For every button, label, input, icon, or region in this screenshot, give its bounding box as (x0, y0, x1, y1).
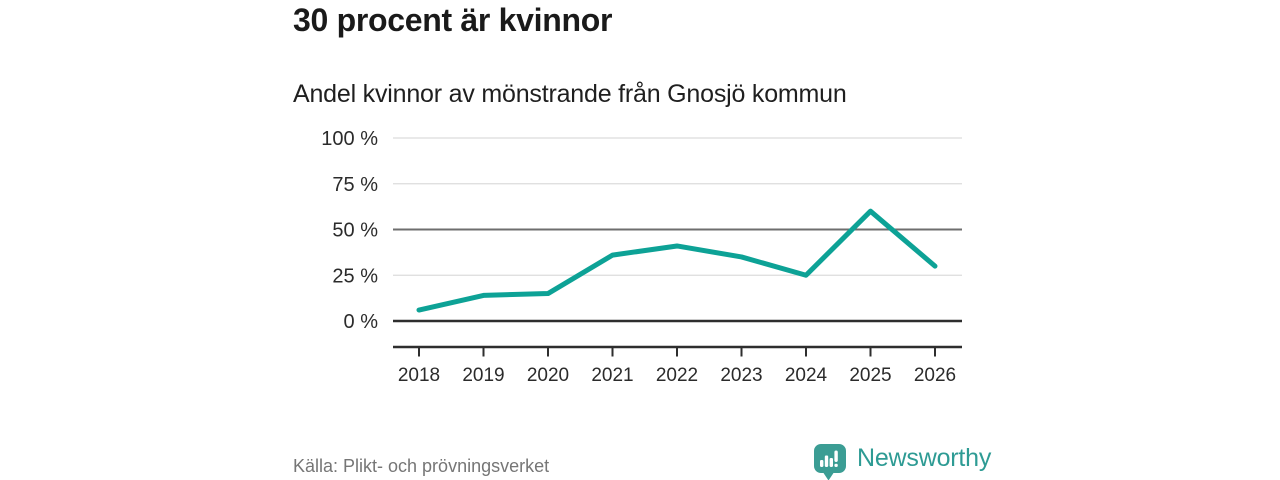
newsworthy-logo[interactable]: Newsworthy (812, 442, 991, 480)
data-line (416, 208, 938, 313)
y-tick-label: 50 % (332, 220, 378, 242)
line-chart: 0 % 25 % 50 % 75 % 100 % 2018 2019 2020 2021 2022… (321, 128, 962, 386)
x-tick-label: 2025 (849, 365, 891, 386)
y-tick-label: 0 % (344, 311, 379, 333)
newsworthy-brand-name: Newsworthy (857, 444, 992, 472)
y-tick-label: 100 % (321, 128, 378, 150)
x-tick-label: 2018 (398, 365, 440, 386)
page-title: 30 procent är kvinnor (293, 2, 613, 38)
x-tick-label: 2026 (914, 365, 956, 386)
chart-subtitle: Andel kvinnor av mönstrande från Gnosjö … (293, 80, 847, 108)
speech-bubble-chart-icon (814, 444, 846, 480)
source-note: Källa: Plikt- och prövningsverket (293, 456, 550, 476)
x-tick-label: 2024 (785, 365, 828, 386)
x-tick-label: 2023 (720, 365, 762, 386)
y-tick-label: 25 % (332, 265, 378, 287)
x-tick-label: 2022 (656, 365, 698, 386)
y-tick-label: 75 % (332, 174, 378, 196)
x-tick-label: 2020 (527, 365, 569, 386)
x-tick-label: 2019 (462, 365, 504, 386)
x-tick-label: 2021 (591, 365, 633, 386)
newsworthy-logo-icon (814, 444, 846, 480)
